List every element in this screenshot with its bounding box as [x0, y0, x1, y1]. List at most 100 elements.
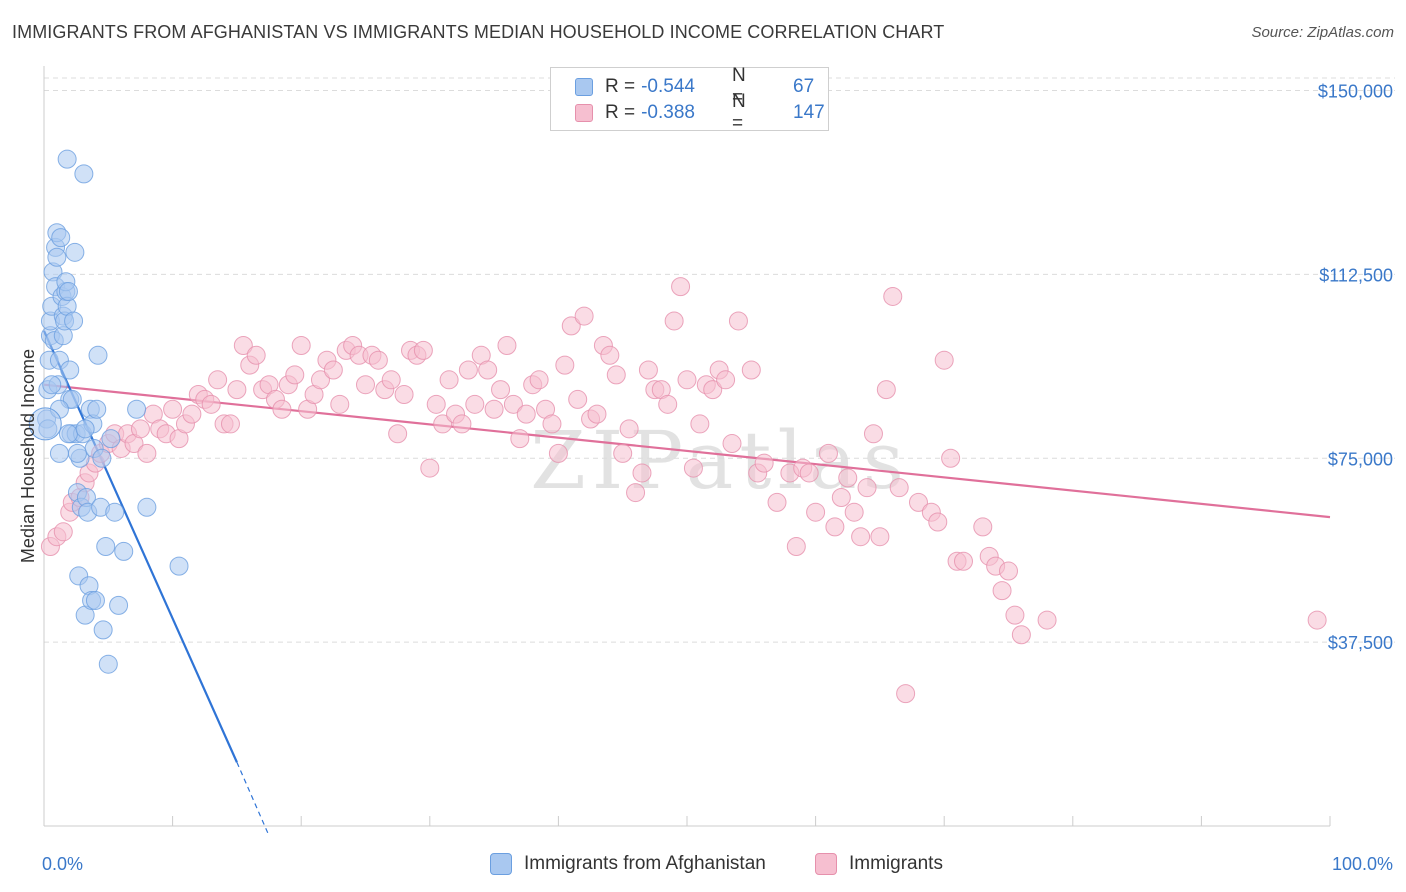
legend-swatch-afghanistan — [575, 78, 593, 96]
point-immigrants — [1005, 605, 1025, 625]
axes — [43, 66, 1331, 827]
point-afghanistan — [114, 541, 134, 561]
legend-n-value: 147 — [793, 102, 825, 123]
point-immigrants — [600, 345, 620, 365]
point-immigrants — [201, 394, 221, 414]
point-immigrants — [484, 399, 504, 419]
point-immigrants — [439, 370, 459, 390]
point-immigrants — [137, 443, 157, 463]
y-tick-label: $75,000 — [1328, 449, 1393, 469]
point-afghanistan — [47, 247, 67, 267]
point-immigrants — [831, 487, 851, 507]
point-immigrants — [246, 345, 266, 365]
point-immigrants — [310, 370, 330, 390]
point-immigrants — [883, 286, 903, 306]
trend-line-afghanistan-extension — [236, 762, 270, 837]
point-afghanistan — [62, 389, 82, 409]
point-immigrants — [433, 414, 453, 434]
point-afghanistan — [127, 399, 147, 419]
point-immigrants — [452, 414, 472, 434]
point-immigrants — [818, 443, 838, 463]
point-immigrants — [632, 463, 652, 483]
y-tick-label: $150,000 — [1318, 82, 1393, 102]
point-immigrants — [863, 424, 883, 444]
point-immigrants — [825, 517, 845, 537]
point-immigrants — [934, 350, 954, 370]
bottom-legend-label-immigrants: Immigrants — [849, 853, 943, 874]
point-immigrants — [568, 389, 588, 409]
point-afghanistan — [93, 620, 113, 640]
point-immigrants — [458, 360, 478, 380]
point-immigrants — [838, 468, 858, 488]
point-immigrants — [671, 277, 691, 297]
bottom-legend-label-afghanistan: Immigrants from Afghanistan — [524, 853, 766, 874]
point-afghanistan — [42, 375, 62, 395]
point-afghanistan — [96, 537, 116, 557]
legend-row-immigrants: R = -0.388 N = 147 — [575, 91, 825, 134]
point-immigrants — [182, 404, 202, 424]
point-immigrants — [953, 551, 973, 571]
point-immigrants — [844, 502, 864, 522]
point-immigrants — [658, 394, 678, 414]
point-immigrants — [542, 414, 562, 434]
point-immigrants — [497, 335, 517, 355]
point-afghanistan — [74, 164, 94, 184]
x-tick-label-max: 100.0% — [1332, 854, 1393, 874]
bottom-legend-swatch-afghanistan — [490, 853, 512, 875]
point-afghanistan — [85, 590, 105, 610]
point-afghanistan — [98, 654, 118, 674]
point-immigrants — [799, 463, 819, 483]
point-immigrants — [163, 399, 183, 419]
point-immigrants — [503, 394, 523, 414]
point-afghanistan — [105, 502, 125, 522]
legend-n-label: N = — [732, 91, 746, 134]
point-immigrants — [208, 370, 228, 390]
point-immigrants — [285, 365, 305, 385]
point-immigrants — [786, 537, 806, 557]
point-immigrants — [870, 527, 890, 547]
point-immigrants — [130, 419, 150, 439]
point-afghanistan — [67, 443, 87, 463]
point-immigrants — [356, 375, 375, 395]
trend-lines — [42, 330, 1331, 837]
point-immigrants — [754, 453, 774, 473]
point-afghanistan — [65, 242, 85, 262]
point-afghanistan — [28, 407, 62, 441]
point-immigrants — [664, 311, 684, 331]
point-immigrants — [220, 414, 240, 434]
point-immigrants — [574, 306, 594, 326]
point-immigrants — [323, 360, 343, 380]
point-immigrants — [728, 311, 748, 331]
legend-n-label: N = — [732, 65, 746, 108]
point-immigrants — [928, 512, 948, 532]
point-immigrants — [619, 419, 639, 439]
point-immigrants — [394, 385, 414, 405]
point-immigrants — [478, 360, 498, 380]
point-immigrants — [420, 458, 440, 478]
point-afghanistan — [49, 443, 69, 463]
point-immigrants — [851, 527, 871, 547]
legend: R = -0.544 N = 67 R = -0.388 N = 147 — [550, 65, 829, 134]
point-immigrants — [722, 434, 742, 454]
point-immigrants — [889, 478, 909, 498]
point-immigrants — [638, 360, 658, 380]
point-immigrants — [548, 443, 568, 463]
point-immigrants — [690, 414, 710, 434]
point-immigrants — [716, 370, 736, 390]
point-immigrants — [683, 458, 703, 478]
point-immigrants — [529, 370, 549, 390]
point-afghanistan — [75, 419, 95, 439]
point-immigrants — [291, 335, 311, 355]
point-afghanistan — [101, 429, 121, 449]
point-immigrants — [677, 370, 697, 390]
point-immigrants — [626, 483, 646, 503]
data-points — [28, 149, 1327, 704]
point-immigrants — [857, 478, 877, 498]
axis-labels: $37,500 $75,000 $112,500 $150,000 0.0% 100.0%… — [18, 82, 1393, 874]
point-immigrants — [388, 424, 408, 444]
point-immigrants — [381, 370, 401, 390]
point-immigrants — [233, 335, 253, 355]
point-immigrants — [999, 561, 1018, 581]
legend-r-value: -0.544 — [641, 76, 695, 97]
bottom-legend-afghanistan: Immigrants from Afghanistan — [490, 850, 766, 878]
